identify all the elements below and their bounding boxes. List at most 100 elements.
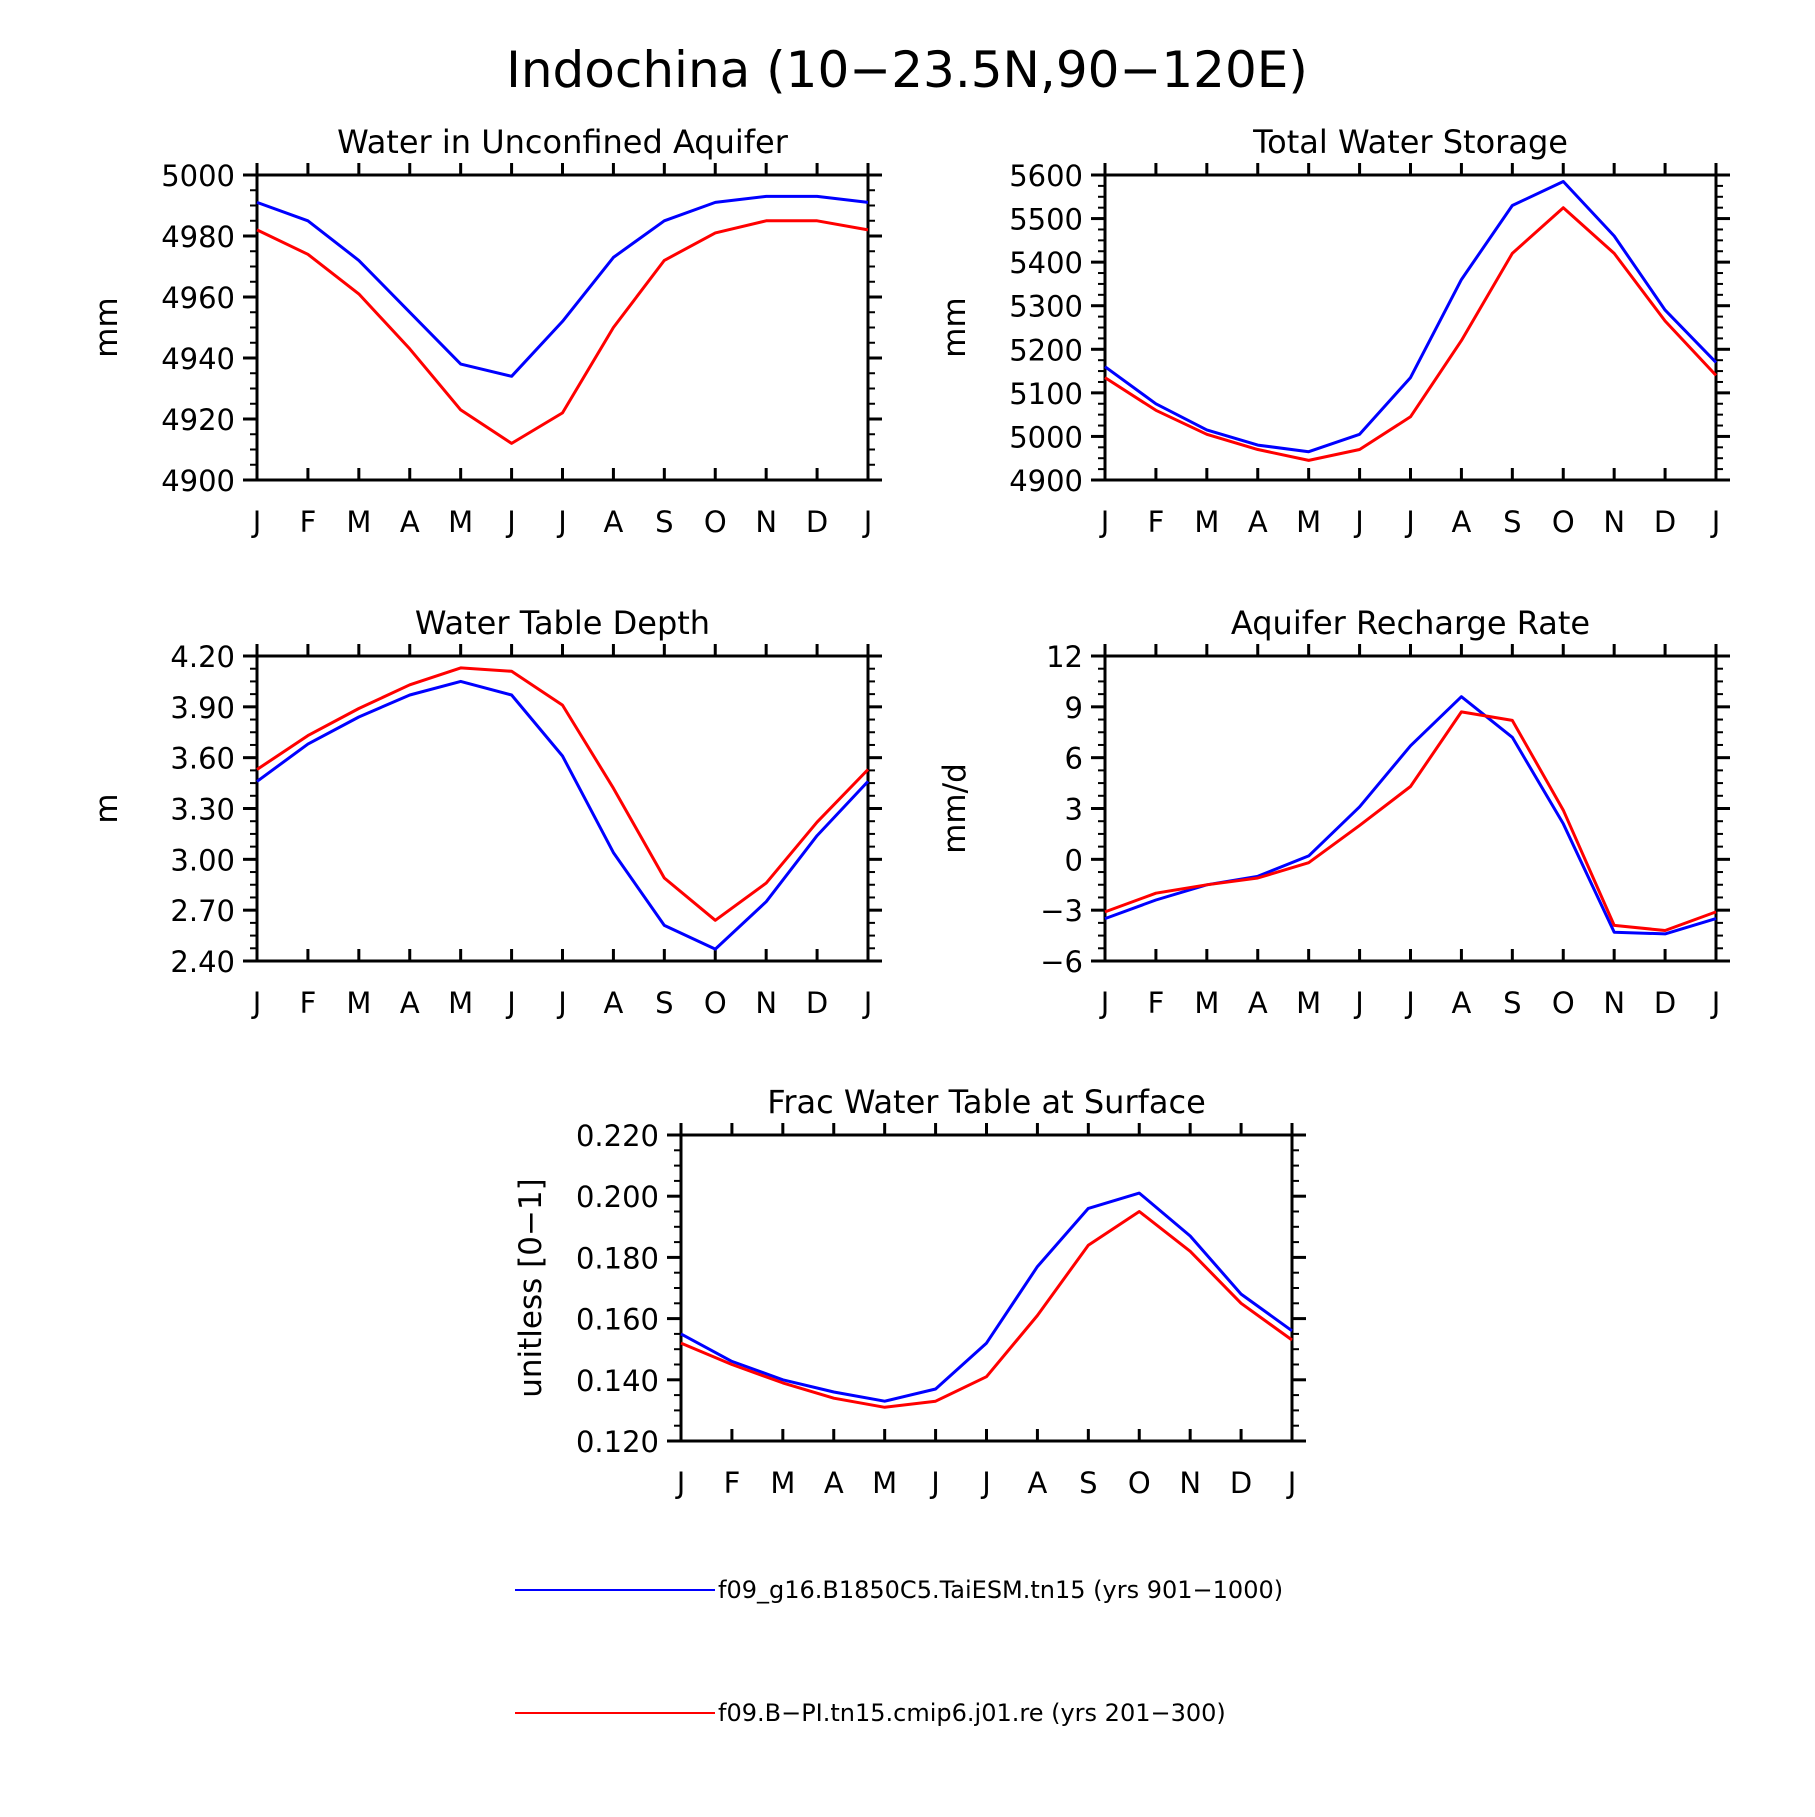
panel-5: J F M A M J J A S O N D J0.1200.1400.1600.1800.2000.…: [513, 1083, 1306, 1500]
y-tick-label: 0.180: [576, 1241, 659, 1275]
x-tick-label: D: [1230, 1466, 1252, 1500]
x-tick-label: J: [556, 505, 567, 539]
x-tick-label: M: [872, 1466, 897, 1500]
x-tick-label: N: [755, 986, 777, 1020]
x-tick-label: M: [448, 986, 473, 1020]
figure-title: Indochina (10−23.5N,90−120E): [506, 41, 1308, 99]
x-tick-label: D: [1654, 505, 1676, 539]
panel-1: J F M A M J J A S O N D J490049204940496049805000Wat…: [89, 123, 882, 539]
x-tick-label: M: [346, 505, 371, 539]
plot-frame: [255, 654, 870, 963]
y-tick-label: 3: [1065, 793, 1083, 827]
x-tick-label: M: [346, 986, 371, 1020]
x-tick-label: J: [1353, 505, 1364, 539]
y-axis-label: m: [89, 793, 125, 823]
y-axis-label: mm/d: [937, 763, 973, 854]
panel-title: Water Table Depth: [415, 604, 710, 642]
x-tick-label: M: [1296, 986, 1321, 1020]
x-tick-label: J: [675, 1466, 686, 1500]
x-tick-label: A: [1248, 505, 1268, 539]
x-tick-label: D: [806, 986, 828, 1020]
series-line-2: [680, 1210, 1293, 1409]
y-tick-label: 0: [1065, 843, 1083, 877]
x-tick-label: D: [806, 505, 828, 539]
y-tick-label: 5000: [161, 159, 235, 193]
x-tick-label: M: [1194, 505, 1219, 539]
y-tick-label: 0.140: [576, 1364, 659, 1398]
x-tick-label: S: [1503, 986, 1521, 1020]
y-axis-label: unitless [0−1]: [513, 1178, 549, 1398]
y-tick-label: 4900: [161, 464, 235, 498]
panel-title: Water in Unconfined Aquifer: [337, 123, 789, 161]
series-line-2: [256, 666, 870, 922]
x-tick-label: A: [400, 986, 420, 1020]
x-tick-label: J: [929, 1466, 940, 1500]
panels: J F M A M J J A S O N D J490049204940496049805000Wat…: [89, 123, 1730, 1500]
y-tick-label: 5200: [1009, 333, 1083, 367]
x-tick-label: A: [1451, 986, 1471, 1020]
series-line-2: [1104, 206, 1718, 462]
x-tick-label: A: [400, 505, 420, 539]
x-tick-label: J: [1353, 986, 1364, 1020]
x-tick-label: J: [505, 986, 516, 1020]
x-tick-label: N: [755, 505, 777, 539]
series-line-1: [256, 679, 870, 951]
x-tick-label: A: [603, 986, 623, 1020]
y-tick-label: 4960: [161, 281, 235, 315]
y-tick-label: 0.200: [576, 1180, 659, 1214]
series-line-1: [1104, 695, 1717, 936]
x-tick-label: J: [251, 986, 262, 1020]
y-tick-label: 5000: [1009, 420, 1083, 454]
y-tick-label: 4980: [161, 220, 235, 254]
y-tick-label: 12: [1046, 640, 1083, 674]
x-tick-label: S: [1503, 505, 1521, 539]
x-tick-label: O: [1552, 505, 1575, 539]
x-tick-label: F: [300, 986, 317, 1020]
x-tick-label: A: [1027, 1466, 1047, 1500]
x-tick-label: F: [300, 505, 317, 539]
x-tick-label: N: [1603, 505, 1625, 539]
x-tick-label: J: [1286, 1466, 1297, 1500]
x-tick-label: O: [704, 986, 727, 1020]
y-tick-label: 4.20: [170, 640, 235, 674]
x-tick-label: D: [1654, 986, 1676, 1020]
x-tick-label: J: [1710, 986, 1721, 1020]
series-line-1: [1104, 180, 1718, 454]
x-tick-label: J: [1099, 505, 1110, 539]
plot-frame: [679, 1133, 1294, 1443]
plot-frame: [1103, 173, 1718, 482]
y-tick-label: 4900: [1009, 464, 1083, 498]
x-tick-label: F: [1148, 505, 1165, 539]
y-tick-label: 0.220: [576, 1119, 659, 1153]
y-tick-label: −6: [1040, 945, 1083, 979]
legend-item-2: f09.B−PI.tn15.cmip6.j01.re (yrs 201−300): [515, 1699, 1226, 1727]
x-tick-label: A: [1248, 986, 1268, 1020]
y-tick-label: 5300: [1009, 290, 1083, 324]
series-line-1: [680, 1191, 1293, 1403]
y-tick-label: 2.40: [170, 945, 235, 979]
series-line-2: [1104, 710, 1717, 932]
y-tick-label: 6: [1065, 742, 1083, 776]
legend-label: f09.B−PI.tn15.cmip6.j01.re (yrs 201−300): [718, 1699, 1226, 1727]
x-tick-label: M: [1296, 505, 1321, 539]
x-tick-label: S: [655, 986, 673, 1020]
x-tick-label: A: [603, 505, 623, 539]
x-tick-label: J: [1710, 505, 1721, 539]
x-tick-label: J: [862, 505, 873, 539]
x-tick-label: N: [1603, 986, 1625, 1020]
y-tick-label: 3.30: [170, 793, 235, 827]
y-tick-label: 3.60: [170, 742, 235, 776]
x-tick-label: J: [1099, 986, 1110, 1020]
panel-3: J F M A M J J A S O N D J2.402.703.003.303.603.904.2…: [89, 604, 882, 1020]
y-tick-label: 5600: [1009, 159, 1083, 193]
legend-label: f09_g16.B1850C5.TaiESM.tn15 (yrs 901−100…: [718, 1576, 1283, 1604]
legend-item-1: f09_g16.B1850C5.TaiESM.tn15 (yrs 901−100…: [515, 1576, 1283, 1604]
y-tick-label: 3.00: [170, 843, 235, 877]
y-tick-label: 4920: [161, 403, 235, 437]
x-tick-label: O: [1552, 986, 1575, 1020]
legend: f09_g16.B1850C5.TaiESM.tn15 (yrs 901−100…: [515, 1576, 1283, 1727]
y-tick-label: 5500: [1009, 203, 1083, 237]
x-tick-label: M: [448, 505, 473, 539]
x-tick-label: A: [1451, 505, 1471, 539]
x-tick-label: A: [824, 1466, 844, 1500]
